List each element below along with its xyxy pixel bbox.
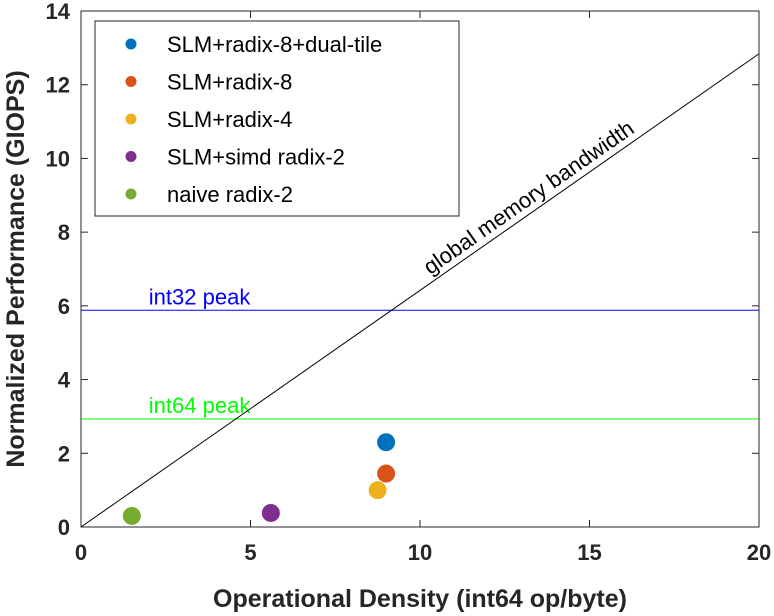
y-tick-label: 10 [46, 146, 70, 171]
reference-line-label: int64 peak [149, 393, 252, 418]
x-tick-label: 10 [408, 540, 432, 565]
x-tick-label: 20 [747, 540, 771, 565]
legend-marker [125, 151, 137, 162]
data-point [377, 464, 396, 483]
data-point [261, 503, 280, 522]
legend-marker [125, 76, 137, 87]
data-point [122, 506, 141, 525]
legend-box [94, 20, 460, 217]
y-tick-label: 12 [46, 73, 70, 98]
bandwidth-line [80, 53, 760, 528]
data-point [377, 433, 396, 452]
data-point [368, 481, 387, 500]
y-tick-label: 6 [58, 294, 70, 319]
legend-label: SLM+radix-8+dual-tile [167, 32, 382, 57]
y-tick-label: 4 [58, 368, 71, 393]
x-tick-label: 15 [577, 540, 601, 565]
reference-line-label: int32 peak [149, 284, 252, 309]
x-axis-label: Operational Density (int64 op/byte) [213, 585, 627, 613]
y-tick-label: 8 [58, 220, 70, 245]
legend-label: SLM+simd radix-2 [167, 145, 345, 170]
y-tick-label: 14 [46, 0, 71, 24]
legend-marker [125, 38, 137, 50]
axis-ticks: 0 5 10 15 20 0 2 4 6 8 10 12 14 [46, 0, 772, 565]
legend-label: SLM+radix-8 [167, 70, 292, 95]
data-points [122, 433, 396, 525]
legend-marker [125, 113, 137, 125]
legend: SLM+radix-8+dual-tile SLM+radix-8 SLM+radi… [94, 20, 460, 217]
x-tick-label: 5 [244, 540, 256, 565]
y-axis-label: Normalized Performance (GIOPS) [2, 70, 30, 467]
legend-label: SLM+radix-4 [167, 107, 292, 132]
legend-marker [125, 188, 137, 200]
y-tick-label: 0 [58, 515, 70, 540]
y-tick-label: 2 [58, 441, 70, 466]
x-tick-label: 0 [75, 540, 87, 565]
legend-label: naive radix-2 [167, 182, 293, 207]
